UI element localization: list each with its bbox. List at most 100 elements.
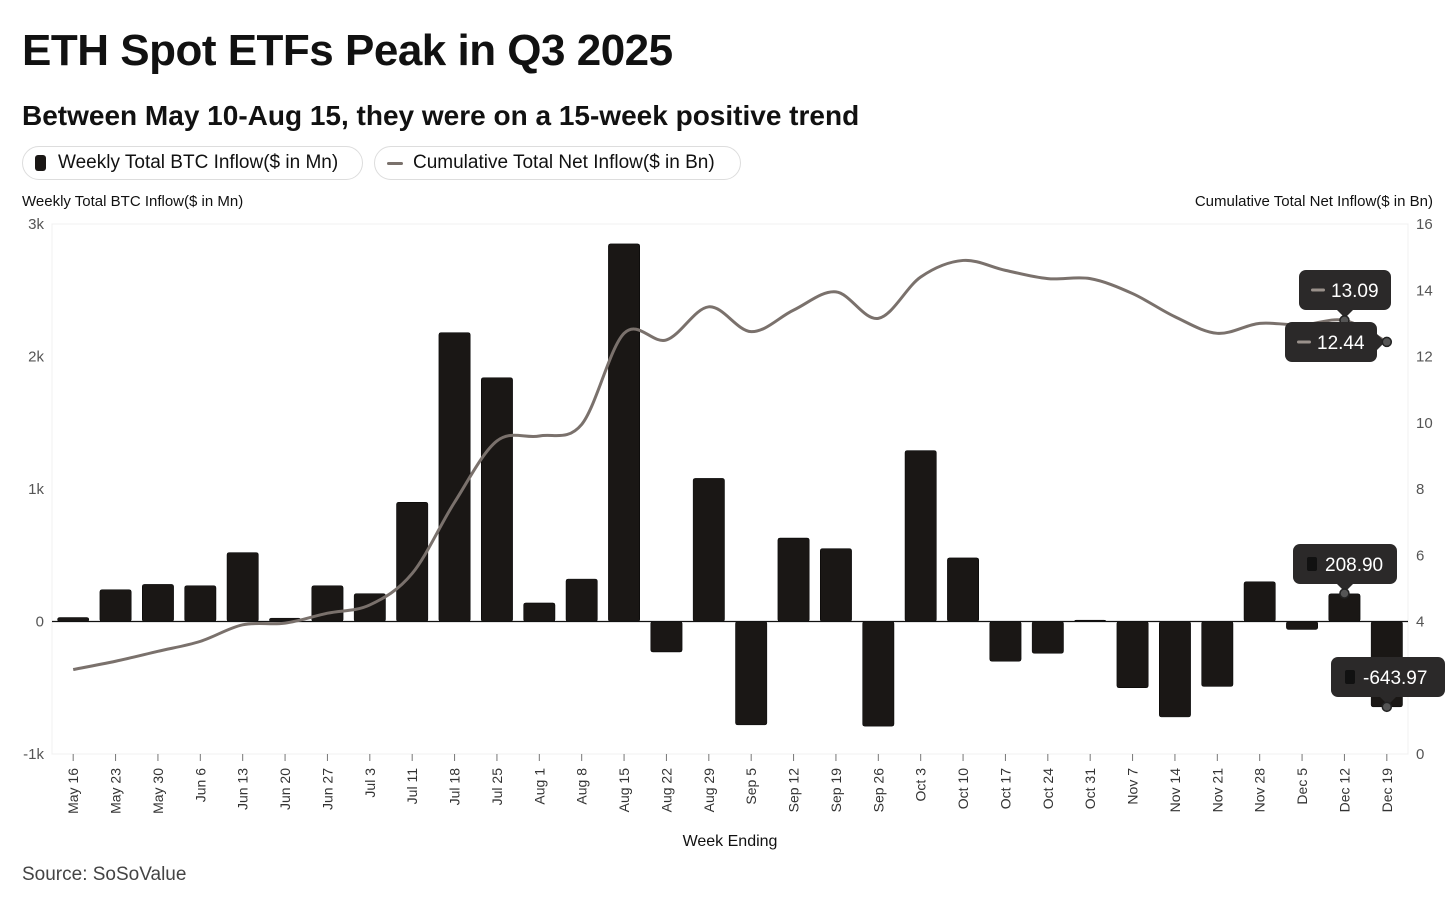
left-tick-label: 2k [28,349,44,366]
x-tick-label: Sep 26 [870,768,886,813]
x-tick-label: Dec 5 [1294,768,1310,805]
tooltip-box [1285,322,1377,362]
tooltip-pointer [1337,310,1353,318]
right-tick-label: 4 [1416,614,1424,631]
bar [862,621,895,727]
tooltip-line-end: 12.44 [1285,322,1393,362]
right-axis-title: Cumulative Total Net Inflow($ in Bn) [1194,193,1433,210]
tooltip-pointer [1377,334,1385,350]
x-tick-label: Jun 20 [277,768,293,810]
bar [1201,621,1234,687]
bar [608,243,640,622]
x-tick-label: May 30 [150,768,166,814]
tooltip-value: 12.44 [1317,333,1365,354]
x-tick-label: Sep 12 [786,768,802,813]
legend-item-line[interactable]: Cumulative Total Net Inflow($ in Bn) [374,146,741,180]
x-tick-label: Jul 18 [447,768,463,806]
tooltip-value: 13.09 [1331,281,1379,302]
bar [523,602,556,622]
bar [650,621,683,653]
bar [904,450,937,622]
bar [565,578,598,622]
right-tick-label: 10 [1416,415,1433,432]
right-tick-label: 6 [1416,547,1424,564]
bar [1159,621,1191,718]
right-tick-label: 12 [1416,349,1433,366]
x-tick-label: Dec 12 [1336,768,1352,813]
tooltip-value: 208.90 [1325,555,1383,576]
x-tick-label: Nov 28 [1252,768,1268,813]
tooltip-pointer [1380,697,1396,705]
bar [989,621,1022,662]
bar [99,589,132,622]
source-note: Source: SoSoValue [22,864,187,885]
x-tick-label: Aug 1 [531,768,547,805]
bar [142,584,174,622]
x-tick-label: Oct 17 [997,768,1013,809]
x-tick-label: Aug 29 [701,768,717,813]
tooltip-box [1299,270,1391,310]
tooltip-bar-end: -643.97 [1331,657,1445,713]
tooltip-bar-icon [1307,557,1317,571]
tooltip-box [1293,544,1397,584]
left-tick-label: 1k [28,481,44,498]
legend-item-bars[interactable]: Weekly Total BTC Inflow($ in Mn) [22,146,363,180]
x-tick-label: Nov 14 [1167,768,1183,813]
chart-subtitle: Between May 10-Aug 15, they were on a 15… [22,100,860,131]
left-tick-label: 3k [28,216,44,233]
x-tick-label: Oct 31 [1082,768,1098,809]
tooltip-value: -643.97 [1363,668,1427,689]
left-axis-title: Weekly Total BTC Inflow($ in Mn) [22,193,244,210]
tooltip-line-last: 13.09 [1299,270,1391,326]
right-tick-label: 16 [1416,216,1433,233]
x-tick-label: Aug 8 [574,768,590,805]
x-tick-label: Jun 13 [235,768,251,810]
x-tick-label: May 23 [108,768,124,814]
tooltip-marker [1381,336,1393,348]
x-tick-label: Jun 6 [192,768,208,802]
bar [735,621,768,726]
x-tick-label: Jun 27 [319,768,335,810]
x-tick-label: Sep 5 [743,768,759,805]
bar [777,537,810,622]
plot-frame [51,223,1409,755]
right-tick-label: 14 [1416,282,1433,299]
bar [396,502,429,622]
tooltip-marker [1339,588,1350,599]
bar [1243,581,1276,622]
tooltip-bar-icon [1345,670,1355,684]
bar [1031,621,1064,654]
bar [184,585,217,622]
tooltip-pointer [1337,584,1353,592]
x-tick-label: Jul 11 [404,768,420,805]
x-tick-label: Jul 25 [489,768,505,806]
x-tick-label: Nov 21 [1209,768,1225,813]
legend-bars-label: Weekly Total BTC Inflow($ in Mn) [58,152,339,173]
x-tick-label: Aug 15 [616,768,632,813]
bar [820,548,852,622]
bar-swatch-icon [35,155,46,171]
tooltip-marker [1381,701,1393,713]
x-tick-label: Nov 7 [1125,768,1141,805]
x-tick-label: Dec 19 [1379,768,1395,813]
tooltip-box [1331,657,1445,697]
bar [438,332,471,622]
x-tick-label: Oct 24 [1040,768,1056,809]
left-tick-label: -1k [23,746,44,763]
x-axis-title: Week Ending [683,833,778,850]
tooltip-line-icon [1297,340,1311,344]
x-tick-label: Oct 3 [913,768,929,802]
cumulative-line [72,258,1388,672]
left-tick-label: 0 [36,614,44,631]
right-tick-label: 0 [1416,746,1424,763]
chart-title: ETH Spot ETFs Peak in Q3 2025 [22,26,673,75]
line-swatch-icon [387,161,403,165]
x-tick-label: Aug 22 [658,768,674,813]
legend-line-label: Cumulative Total Net Inflow($ in Bn) [413,152,715,173]
bar [947,557,979,622]
tooltip-line-icon [1311,288,1325,292]
bar [1116,621,1149,688]
bar [226,552,259,622]
bar [1286,621,1318,630]
